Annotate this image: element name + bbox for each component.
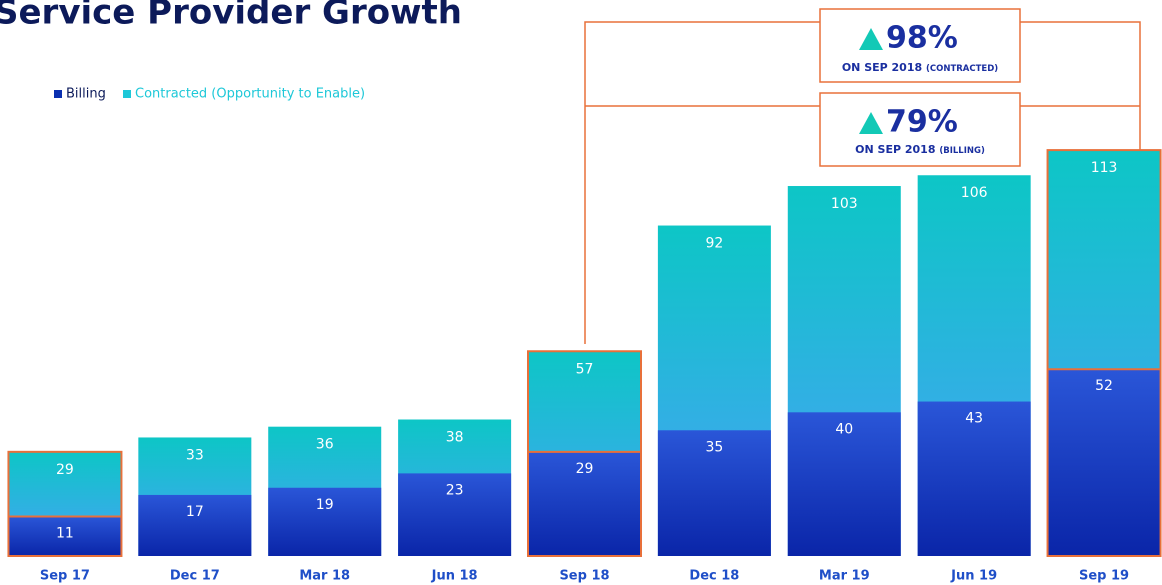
data-label: 33 <box>186 447 204 463</box>
x-tick-label: Dec 17 <box>170 569 220 584</box>
bar-outline <box>1046 149 1162 557</box>
bar <box>787 412 901 556</box>
x-tick-label: Sep 18 <box>559 569 609 584</box>
x-tick-label: Jun 18 <box>431 569 478 584</box>
bar <box>528 451 641 556</box>
annotation-value: 98% <box>886 21 958 56</box>
bar <box>268 487 382 556</box>
annotation-text: ON SEP 2018 (BILLING) <box>855 143 985 156</box>
data-label: 29 <box>56 462 74 478</box>
chart-title: Service Provider Growth <box>0 0 462 33</box>
bar <box>657 430 771 556</box>
x-tick-label: Mar 18 <box>299 569 350 584</box>
bar-outline <box>527 350 642 558</box>
annotation: 79% ON SEP 2018 (BILLING) <box>819 92 1021 167</box>
bar <box>8 516 122 556</box>
data-label: 103 <box>831 196 858 212</box>
data-label: 40 <box>835 421 853 437</box>
data-label: 29 <box>576 461 594 477</box>
annotation-value: 79% <box>886 105 958 140</box>
bar-outline <box>7 450 123 557</box>
data-label: 43 <box>965 411 983 427</box>
legend-swatch <box>54 90 62 98</box>
legend-label: Contracted (Opportunity to Enable) <box>135 87 365 102</box>
bar <box>1047 369 1161 556</box>
x-tick-label: Dec 18 <box>689 569 739 584</box>
data-label: 35 <box>705 439 723 455</box>
x-tick-label: Jun 19 <box>950 569 997 584</box>
data-label: 113 <box>1091 160 1118 176</box>
data-label: 38 <box>446 430 464 446</box>
x-tick-label: Mar 19 <box>819 569 870 584</box>
x-tick-label: Sep 19 <box>1079 569 1129 584</box>
legend-swatch <box>123 90 131 98</box>
data-label: 57 <box>576 361 594 377</box>
data-label: 23 <box>446 482 464 498</box>
data-label: 17 <box>186 504 204 520</box>
annotation-text: ON SEP 2018 (CONTRACTED) <box>842 61 998 74</box>
data-label: 36 <box>316 437 334 453</box>
bar <box>917 401 1031 556</box>
data-label: 106 <box>961 185 988 201</box>
annotation: 98% ON SEP 2018 (CONTRACTED) <box>819 8 1021 83</box>
data-label: 92 <box>705 236 723 252</box>
data-label: 11 <box>56 525 74 541</box>
bar <box>138 494 252 556</box>
data-label: 19 <box>316 497 334 513</box>
legend-label: Billing <box>66 87 106 102</box>
x-tick-label: Sep 17 <box>40 569 90 584</box>
bar <box>398 473 512 556</box>
data-label: 52 <box>1095 378 1113 394</box>
